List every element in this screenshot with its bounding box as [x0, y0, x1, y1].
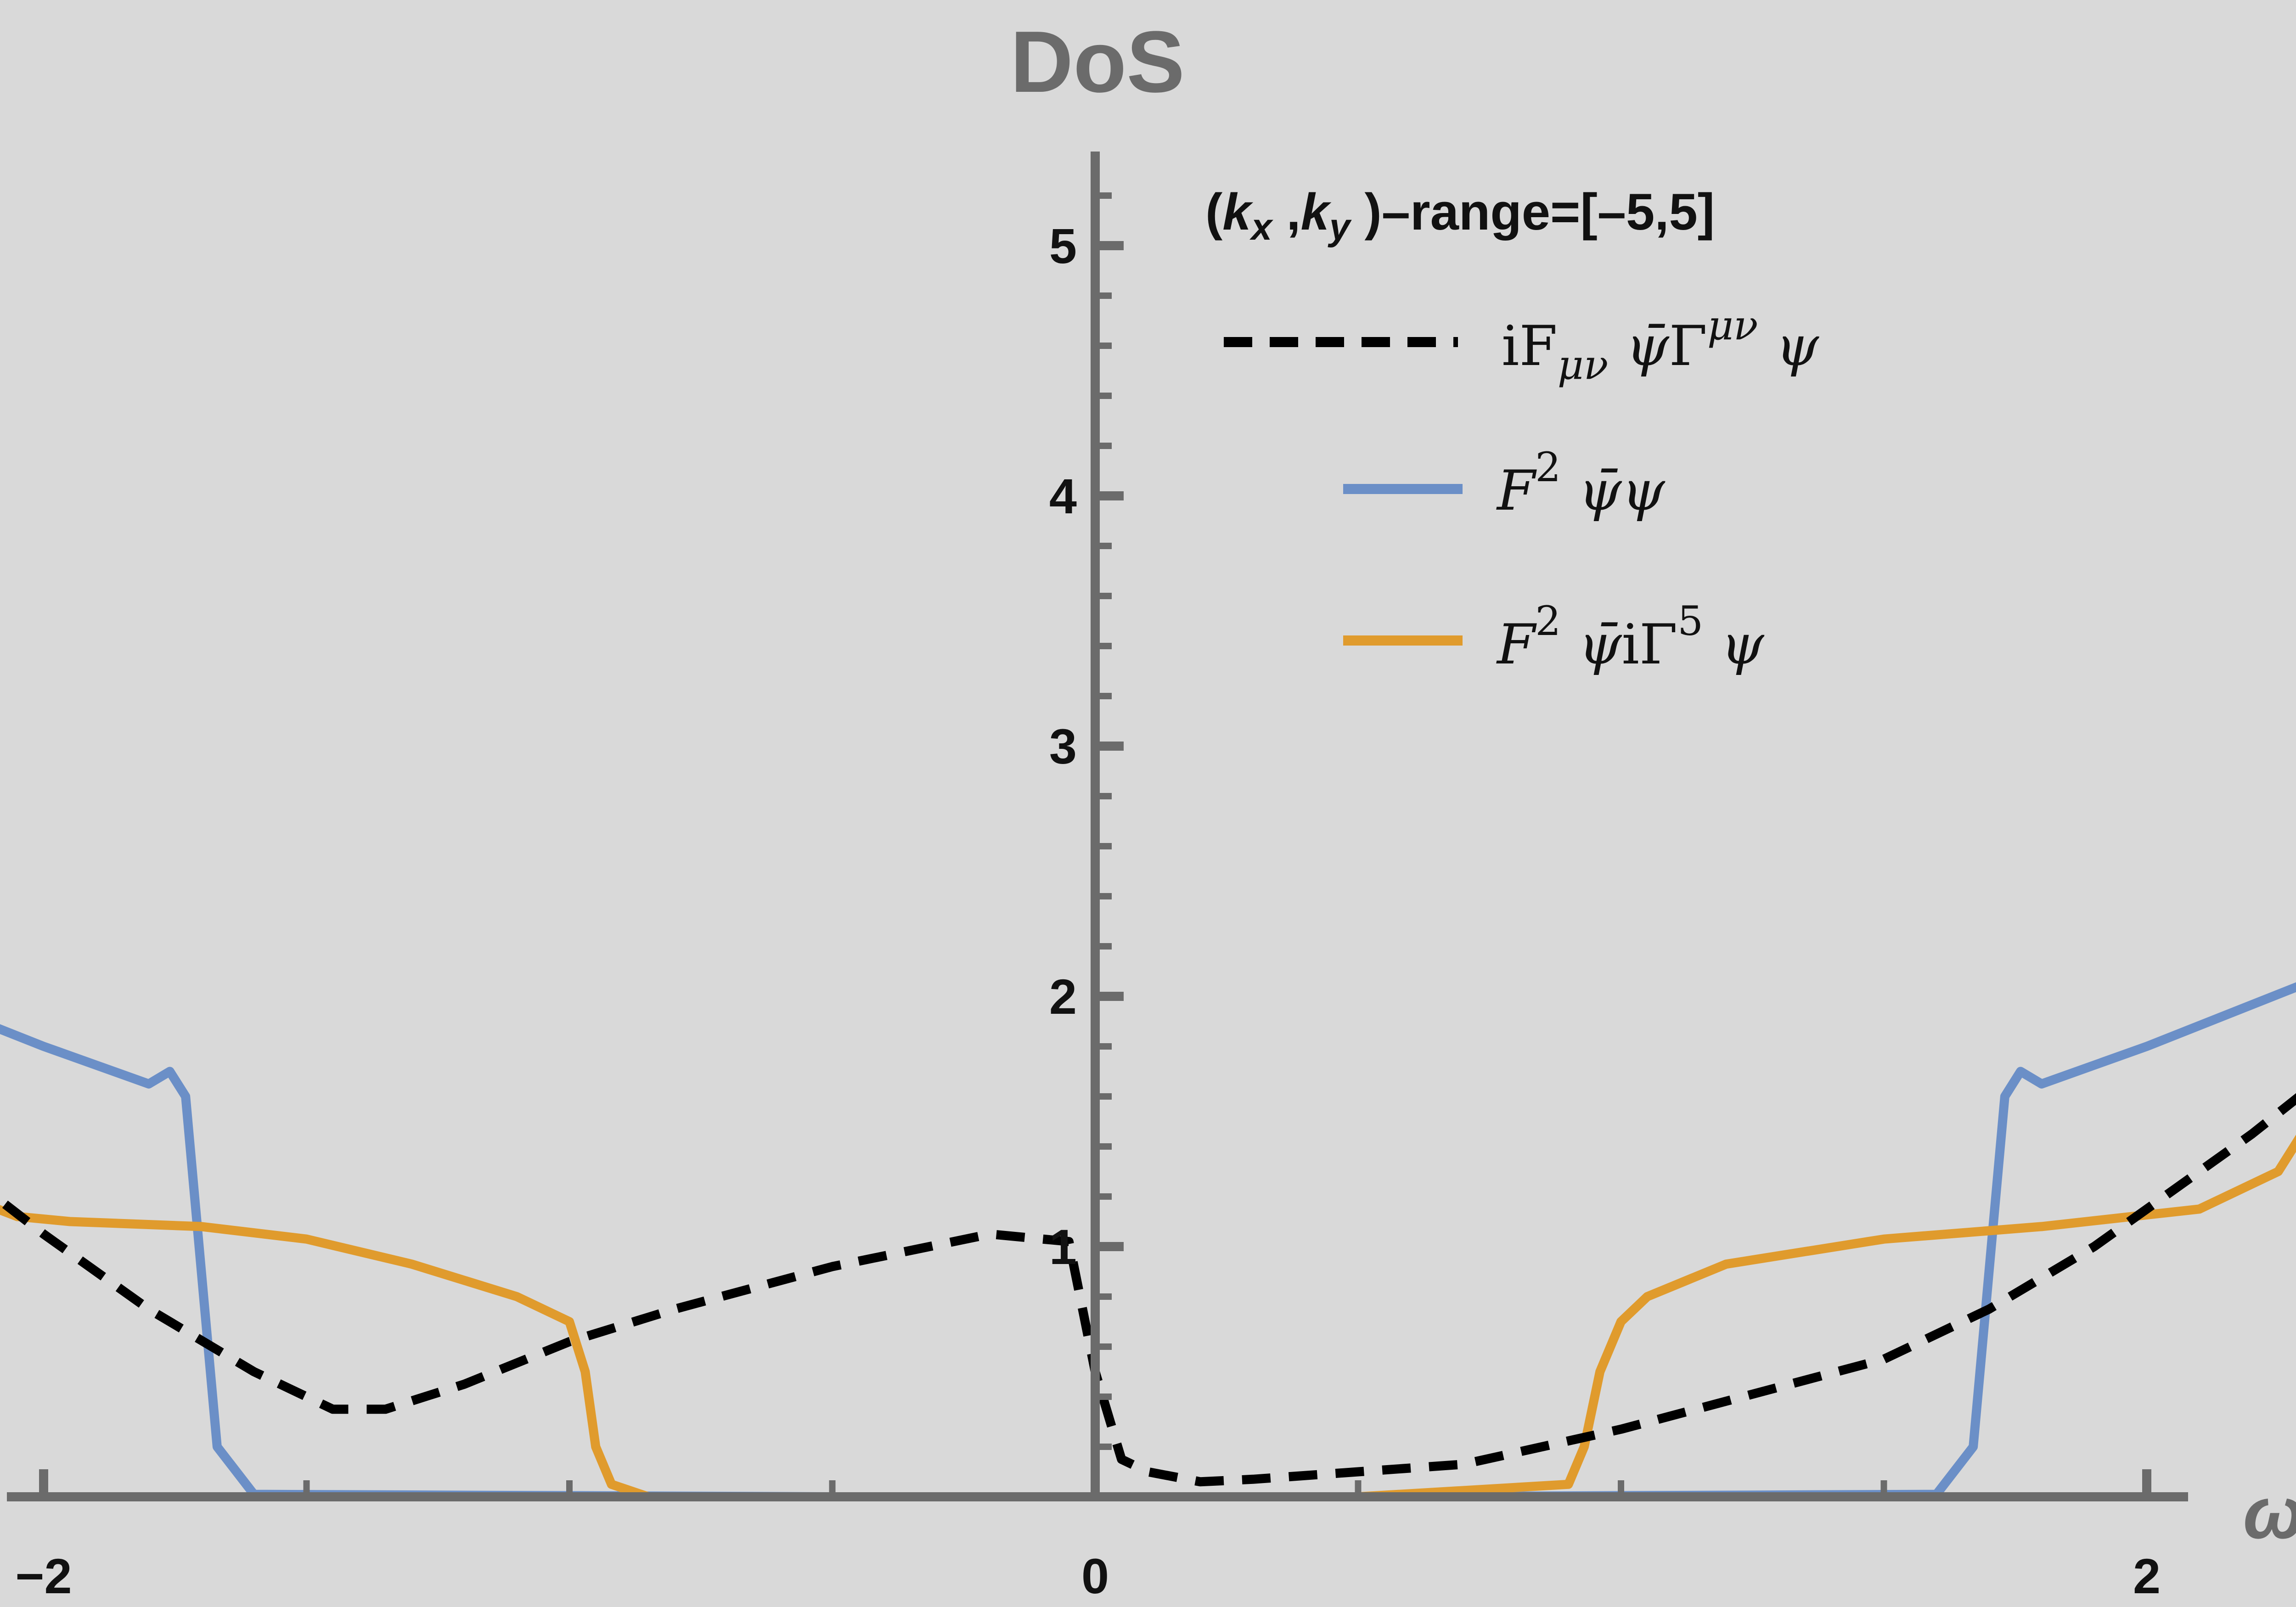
x-tick-label: 2: [2133, 1548, 2161, 1604]
y-axis-title: DoS: [1010, 13, 1185, 111]
y-tick-label: 1: [1049, 1219, 1077, 1275]
legend-header: (kx ,ky )–range=[–5,5]: [1205, 183, 1715, 248]
x-axis-title: ω: [2243, 1472, 2296, 1554]
y-tick-label: 2: [1049, 969, 1077, 1024]
y-tick-label: 4: [1049, 468, 1077, 524]
ticks-layer: −4−202412345: [15, 192, 2161, 1604]
x-tick-label: 0: [1081, 1548, 1109, 1604]
legend-label-series-1: iFμν ψ̄Γμν ψ: [1502, 302, 1820, 388]
legend-label-series-2: F2 ψ̄ψ: [1496, 444, 1666, 523]
series-line-1: [0, 1093, 2296, 1487]
y-tick-label: 3: [1049, 719, 1077, 774]
x-tick-label: −2: [15, 1548, 72, 1604]
y-tick-label: 5: [1049, 218, 1077, 274]
